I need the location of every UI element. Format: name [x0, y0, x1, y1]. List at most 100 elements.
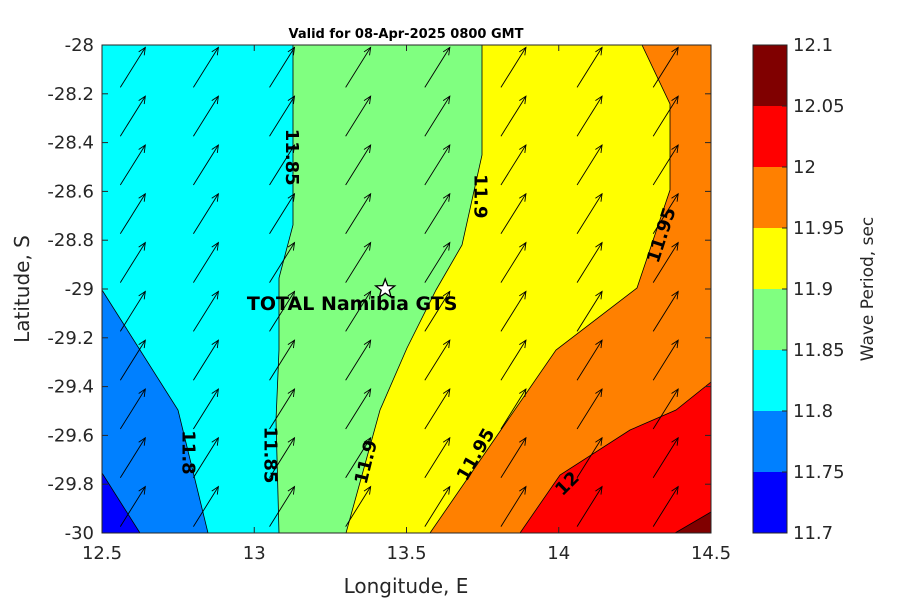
site-label: TOTAL Namibia GTS	[247, 293, 458, 315]
x-axis-ticks: 12.5 13 13.5 14 14.5	[82, 45, 731, 564]
wave-arrow	[652, 339, 679, 381]
region-blue	[102, 472, 141, 533]
wave-arrow-head	[363, 436, 372, 446]
wave-arrow-head	[287, 144, 296, 153]
wave-arrow	[576, 339, 603, 381]
colorbar-segment	[753, 411, 787, 472]
wave-arrow-head	[442, 388, 451, 397]
wave-arrow	[193, 242, 219, 283]
wave-arrow	[576, 486, 603, 527]
wave-arrow-head	[519, 388, 527, 397]
wave-arrow-head	[211, 144, 219, 153]
x-tick-label: 13	[243, 543, 266, 564]
colorbar-segment	[753, 350, 787, 411]
colorbar-tick-label: 12.1	[793, 35, 833, 56]
wave-arrow	[345, 388, 372, 430]
wave-arrow-head	[519, 95, 527, 105]
wave-arrow	[576, 437, 603, 479]
wave-arrow-head	[363, 192, 372, 202]
wave-direction-arrows	[119, 46, 679, 527]
wave-arrow-head	[671, 46, 679, 56]
wave-arrow-head	[442, 95, 451, 105]
chart-title: Valid for 08-Apr-2025 0800 GMT	[289, 27, 524, 42]
wave-arrow-head	[442, 436, 451, 446]
wave-arrow	[576, 242, 603, 283]
wave-arrow	[345, 193, 372, 235]
wave-arrow	[345, 486, 372, 527]
wave-arrow	[193, 291, 219, 332]
wave-arrow	[345, 291, 372, 332]
colorbar: 11.7 11.75 11.8 11.85 11.9 11.95 12 12.05 12.1	[752, 35, 845, 544]
wave-arrow-head	[671, 388, 679, 397]
wave-arrow	[345, 95, 372, 137]
wave-arrow-head	[363, 290, 372, 300]
wave-arrow	[500, 47, 527, 88]
wave-arrow-head	[519, 144, 527, 153]
y-tick-label: -29	[65, 279, 94, 300]
wave-arrow-head	[442, 144, 451, 153]
wave-arrow-head	[442, 485, 451, 495]
wave-arrow	[269, 242, 295, 283]
wave-arrow-head	[595, 241, 603, 251]
wave-arrow-head	[211, 192, 219, 202]
wave-arrow-head	[595, 485, 603, 495]
colorbar-segment	[753, 167, 787, 228]
colorbar-tick-label: 11.75	[793, 462, 845, 483]
wave-arrow-head	[671, 485, 679, 495]
wave-arrow	[652, 437, 679, 479]
wave-arrow-head	[287, 436, 296, 446]
region-dark-red	[674, 511, 711, 533]
wave-arrow-head	[442, 241, 451, 251]
wave-arrow	[345, 144, 372, 186]
wave-arrow-head	[671, 436, 679, 446]
wave-arrow	[119, 242, 146, 283]
colorbar-tick-label: 11.85	[793, 340, 845, 361]
wave-arrow-head	[671, 241, 679, 251]
wave-arrow	[500, 144, 527, 186]
wave-arrow-head	[363, 46, 372, 56]
x-tick-label: 13.5	[386, 543, 426, 564]
wave-arrow	[193, 437, 219, 479]
wave-arrow	[345, 47, 372, 88]
wave-arrow-head	[519, 46, 527, 56]
wave-arrow	[500, 388, 527, 430]
wave-arrow	[500, 193, 527, 235]
wave-arrow-head	[595, 192, 603, 202]
wave-arrow-head	[363, 388, 372, 397]
contour-label: 11.85	[259, 426, 280, 483]
wave-arrow	[119, 388, 146, 430]
x-tick-label: 12.5	[82, 543, 122, 564]
wave-arrow-head	[595, 290, 603, 300]
wave-arrow-head	[287, 241, 296, 251]
wave-arrow-head	[671, 144, 679, 153]
wave-arrow	[500, 291, 527, 332]
wave-arrow-head	[671, 192, 679, 202]
wave-arrow-head	[595, 388, 603, 397]
wave-arrow	[119, 193, 146, 235]
y-tick-label: -28	[65, 35, 94, 56]
wave-arrow-head	[211, 388, 219, 397]
wave-arrow	[269, 388, 295, 430]
y-tick-label: -29.6	[47, 425, 94, 446]
wave-arrow-head	[211, 485, 219, 495]
wave-arrow	[193, 95, 219, 137]
wave-arrow	[424, 193, 451, 235]
wave-arrow-head	[287, 192, 296, 202]
colorbar-tick-label: 12.05	[793, 96, 845, 117]
wave-arrow	[576, 291, 603, 332]
wave-arrow	[119, 486, 146, 527]
wave-arrow-head	[671, 95, 679, 105]
wave-arrow-head	[138, 485, 146, 495]
wave-arrow	[424, 144, 451, 186]
wave-arrow-head	[442, 192, 451, 202]
wave-arrow-head	[287, 485, 296, 495]
wave-arrow-head	[287, 388, 296, 397]
x-tick-label: 14	[547, 543, 570, 564]
colorbar-tick-label: 12	[793, 157, 816, 178]
wave-arrow	[269, 193, 295, 235]
wave-arrow	[576, 388, 603, 430]
wave-arrow-head	[442, 339, 451, 349]
y-axis-ticks: -28 -28.2 -28.4 -28.6 -28.8 -29 -29.2 -29.4 -29.…	[47, 35, 711, 544]
wave-arrow	[269, 144, 295, 186]
wave-arrow	[269, 339, 295, 381]
